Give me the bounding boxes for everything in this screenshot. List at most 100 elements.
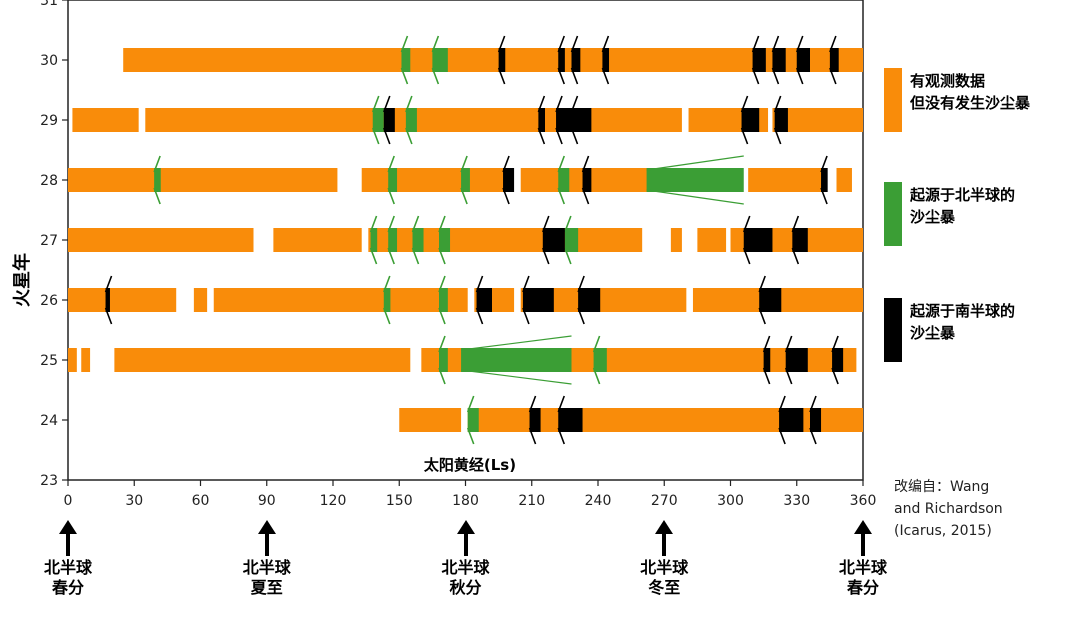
observed-segment <box>368 228 643 252</box>
north-storm-segment-onset-lines <box>383 275 391 325</box>
south-storm-segment <box>571 48 581 72</box>
legend-label: 起源于南半球的 沙尘暴 <box>910 302 1016 342</box>
north-storm-segment-onset-lines <box>387 155 395 205</box>
south-storm-segment <box>542 228 565 252</box>
x-tick-label: 270 <box>651 493 678 509</box>
south-storm-segment-onset-lines <box>820 155 828 205</box>
south-storm-segment <box>105 288 110 312</box>
north-storm-segment-onset-lines <box>557 155 565 205</box>
south-storm-segment-onset-lines <box>542 215 550 265</box>
north-storm-segment <box>558 168 570 192</box>
up-arrow-icon <box>624 520 704 558</box>
x-tick-label: 150 <box>386 493 413 509</box>
observed-segment <box>123 48 864 72</box>
north-storm-segment-onset-lines <box>466 395 475 445</box>
north-storm-segment-onset-lines <box>387 215 395 265</box>
observed-segment <box>68 348 77 372</box>
legend-swatch <box>884 68 902 132</box>
south-storm-segment-onset-lines <box>537 95 546 145</box>
source-note: 改编自：Wang and Richardson (Icarus, 2015) <box>894 479 1003 539</box>
season-marker: 北半球 冬至 <box>624 520 704 598</box>
x-tick-label: 360 <box>850 493 877 509</box>
observed-segment <box>361 168 510 192</box>
north-storm-segment <box>412 228 424 252</box>
south-storm-segment-onset-lines <box>557 395 565 445</box>
north-storm-segment-onset-lines <box>405 95 413 145</box>
south-storm-segment <box>779 408 804 432</box>
x-tick-label: 60 <box>192 493 210 509</box>
north-storm-segment-onset-lines <box>411 215 420 265</box>
south-storm-segment <box>821 168 828 192</box>
x-tick-label: 0 <box>64 493 73 509</box>
observed-segment <box>68 288 177 312</box>
south-storm-segment-onset-lines <box>778 395 786 445</box>
season-label: 北半球 夏至 <box>242 558 291 597</box>
south-storm-segment <box>383 108 395 132</box>
south-storm-segment <box>832 348 844 372</box>
south-storm-segment <box>829 48 839 72</box>
north-storm-segment <box>439 288 448 312</box>
x-axis-label: 太阳黄经(Ls) <box>424 456 516 474</box>
north-storm-segment-onset-lines <box>438 335 446 385</box>
y-tick-label: 27 <box>40 233 58 249</box>
observed-segment <box>748 168 824 192</box>
season-marker: 北半球 夏至 <box>227 520 307 598</box>
north-storm-segment <box>432 48 448 72</box>
south-storm-segment-onset-lines <box>497 35 506 85</box>
observed-segment <box>68 228 254 252</box>
observed-segment <box>836 168 852 192</box>
observed-segment <box>81 348 91 372</box>
north-storm-segment <box>405 108 417 132</box>
south-storm-segment-onset-lines <box>502 155 510 205</box>
north-storm-segment <box>439 348 448 372</box>
legend-swatch <box>884 182 902 246</box>
dust-storm-chart: 0 30 60 90 120 150 180 210 240 270 300 330 360 23 24 25… <box>11 0 877 509</box>
south-storm-segment <box>602 48 610 72</box>
south-storm-segment <box>759 288 782 312</box>
south-storm-segment-onset-lines <box>581 155 590 205</box>
x-tick-label: 300 <box>717 493 744 509</box>
south-storm-segment-onset-lines <box>528 395 537 445</box>
south-storm-segment-onset-lines <box>601 35 610 85</box>
observed-segment <box>399 408 462 432</box>
south-storm-segment-onset-lines <box>570 35 579 85</box>
north-storm-segment <box>388 168 398 192</box>
north-storm-segment <box>154 168 161 192</box>
south-storm-segment-onset-lines <box>104 275 113 325</box>
season-marker: 北半球 春分 <box>823 520 903 598</box>
south-storm-segment-onset-lines <box>796 35 804 85</box>
south-storm-segment-onset-lines <box>829 35 837 85</box>
south-storm-segment <box>503 168 515 192</box>
north-storm-segment-onset-lines <box>592 335 601 385</box>
x-tick-label: 210 <box>518 493 545 509</box>
north-storm-segment <box>383 288 391 312</box>
north-storm-segment-onset-lines <box>564 215 572 265</box>
x-tick-label: 180 <box>452 493 479 509</box>
up-arrow-icon <box>426 520 506 558</box>
y-tick-label: 31 <box>40 0 58 9</box>
south-storm-segment-onset-lines <box>570 95 579 145</box>
observed-segment <box>68 168 338 192</box>
north-storm-segment-onset-lines <box>372 95 380 145</box>
season-marker: 北半球 秋分 <box>426 520 506 598</box>
north-storm-segment <box>593 348 607 372</box>
season-label: 北半球 秋分 <box>441 558 490 597</box>
up-arrow-icon <box>28 520 108 558</box>
north-storm-segment <box>461 168 470 192</box>
north-storm-segment-onset-lines <box>438 275 446 325</box>
south-storm-segment-onset-lines <box>771 35 780 85</box>
north-storm-segment <box>388 228 398 252</box>
south-storm-segment <box>743 228 773 252</box>
observed-segment <box>72 108 139 132</box>
north-storm-segment-onset-lines <box>153 155 161 205</box>
north-storm-segment <box>370 228 378 252</box>
legend-label: 有观测数据 但没有发生沙尘暴 <box>910 72 1031 112</box>
south-storm-segment-onset-lines <box>809 395 817 445</box>
north-storm-segment <box>439 228 451 252</box>
south-storm-segment <box>558 408 583 432</box>
south-storm-segment <box>556 108 572 132</box>
south-storm-segment-onset-lines <box>475 275 484 325</box>
observed-segment <box>213 288 468 312</box>
y-tick-label: 29 <box>40 113 58 129</box>
south-storm-segment <box>529 408 541 432</box>
